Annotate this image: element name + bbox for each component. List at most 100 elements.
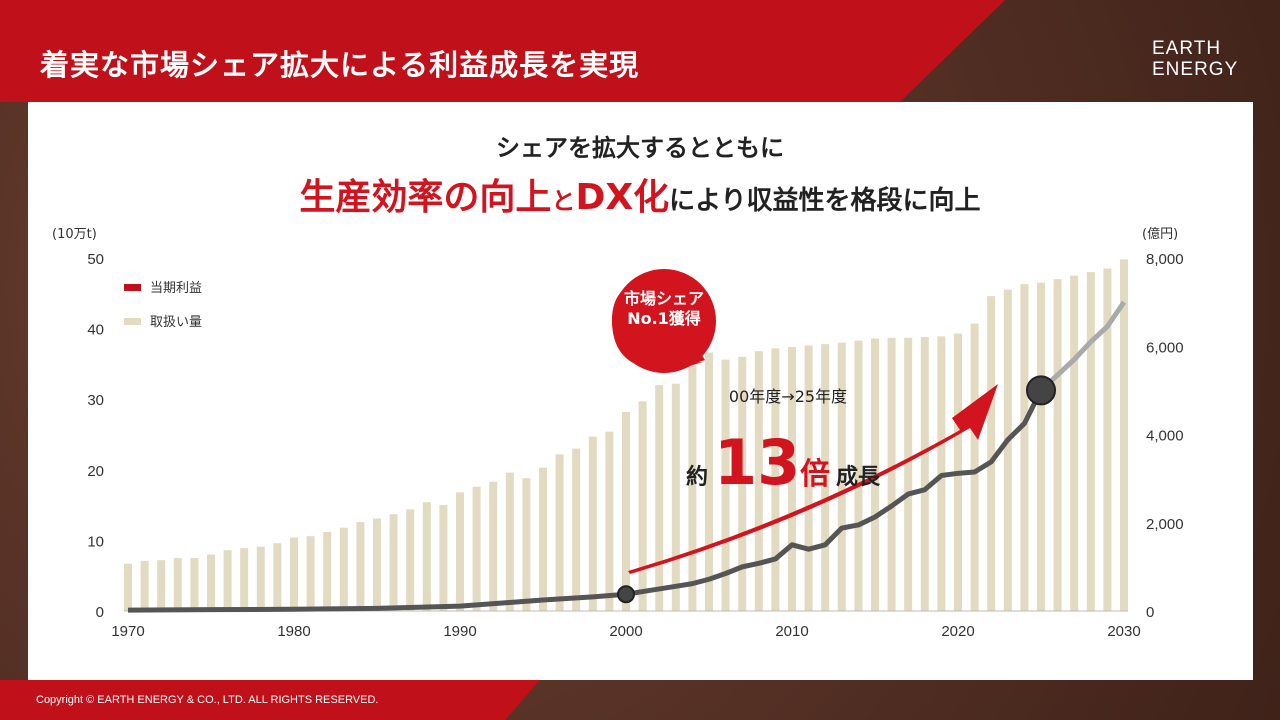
- volume-bar-1992: [489, 481, 498, 611]
- volume-bar-1994: [522, 478, 531, 611]
- volume-bar-1979: [273, 543, 282, 611]
- volume-bar-2017: [904, 337, 913, 611]
- volume-bar-2030: [1120, 259, 1128, 611]
- volume-bar-1988: [422, 502, 431, 611]
- volume-bar-2008: [754, 351, 763, 611]
- volume-bar-1986: [389, 514, 398, 611]
- profit-marker-2000: [617, 585, 635, 604]
- volume-bar-2027: [1070, 275, 1079, 611]
- volume-bar-1981: [306, 536, 315, 611]
- bubble-line-2: No.1獲得: [627, 309, 701, 328]
- volume-bar-1970: [124, 563, 132, 611]
- volume-bar-1989: [439, 505, 448, 611]
- volume-bar-1972: [157, 560, 166, 611]
- volume-bar-1974: [190, 558, 199, 611]
- volume-bar-1985: [373, 518, 381, 611]
- left-tick-0: 0: [96, 604, 104, 621]
- right-tick-6,000: 6,000: [1146, 339, 1184, 356]
- volume-bar-2010: [788, 346, 796, 611]
- volume-bar-2004: [688, 365, 697, 611]
- volume-bar-2003: [671, 383, 680, 611]
- volume-bar-1997: [572, 448, 581, 611]
- volume-bar-2009: [771, 348, 780, 611]
- right-tick-4,000: 4,000: [1146, 428, 1184, 445]
- volume-bar-1993: [505, 472, 514, 611]
- growth-suffix: 成長: [836, 465, 881, 490]
- volume-bar-1987: [406, 509, 415, 611]
- volume-bar-1977: [240, 548, 249, 611]
- profit-line-group: [127, 300, 1127, 613]
- volume-bar-1990: [456, 492, 464, 611]
- volume-bar-1973: [173, 558, 182, 611]
- volume-bar-2011: [804, 345, 813, 611]
- volume-bar-2026: [1053, 279, 1062, 611]
- legend-swatch-volume: [124, 318, 141, 325]
- legend-label-volume: 取扱い量: [150, 315, 202, 330]
- headline-profitability: により収益性を格段に向上: [669, 186, 981, 216]
- x-tick-2030: 2030: [1107, 623, 1140, 640]
- profit-marker-2025: [1026, 375, 1056, 406]
- volume-bar-1978: [256, 546, 265, 611]
- x-tick-1990: 1990: [443, 623, 476, 640]
- legend-label-profit: 当期利益: [150, 281, 202, 296]
- volume-bar-1980: [290, 537, 298, 611]
- volume-bar-2000: [622, 411, 630, 611]
- headline-line-2: 生産効率の向上とDX化により収益性を格段に向上: [0, 168, 1280, 220]
- growth-unit: 倍: [800, 457, 830, 492]
- headline-connector: と: [551, 187, 576, 215]
- volume-bar-2005: [705, 352, 713, 611]
- right-axis-unit: (億円): [1142, 226, 1178, 242]
- volume-bar-2025: [1037, 282, 1045, 611]
- x-tick-2020: 2020: [941, 623, 974, 640]
- left-tick-20: 20: [87, 463, 104, 480]
- volume-bar-2014: [854, 340, 863, 611]
- volume-bar-2006: [721, 359, 730, 611]
- volume-bar-1983: [339, 527, 348, 611]
- volume-bar-2029: [1103, 268, 1112, 611]
- volume-bar-1971: [140, 560, 149, 611]
- volume-bar-2016: [887, 337, 896, 611]
- volume-bar-1976: [223, 550, 232, 611]
- header-band: [0, 0, 1005, 102]
- x-tick-1980: 1980: [277, 623, 310, 640]
- headline-line-1: シェアを拡大するとともに: [496, 134, 784, 162]
- left-tick-40: 40: [87, 322, 104, 339]
- profit-projection-line: [1039, 300, 1127, 393]
- volume-bar-1998: [588, 436, 597, 611]
- volume-bar-1996: [555, 454, 564, 611]
- x-tick-2010: 2010: [775, 623, 808, 640]
- volume-bar-1995: [539, 467, 547, 611]
- volume-bar-2007: [738, 356, 747, 611]
- volume-bar-2021: [970, 323, 979, 611]
- left-tick-30: 30: [87, 392, 104, 409]
- growth-number: 13: [714, 426, 800, 499]
- company-logo: EARTH ENERGY: [1152, 38, 1238, 80]
- right-tick-2,000: 2,000: [1146, 516, 1184, 533]
- headline-dx: DX化: [575, 177, 670, 218]
- left-axis-unit: (10万t): [52, 227, 97, 242]
- volume-bar-2013: [837, 342, 846, 611]
- volume-bar-1975: [207, 554, 215, 611]
- profit-line: [127, 389, 1044, 613]
- volume-bar-2018: [920, 337, 929, 611]
- legend-swatch-profit: [124, 284, 141, 291]
- bubble-tail: [690, 352, 705, 365]
- volume-bar-1991: [472, 486, 481, 611]
- copyright-text: Copyright © EARTH ENERGY & CO., LTD. ALL…: [36, 694, 379, 706]
- volume-bar-2022: [987, 296, 996, 611]
- logo-line-1: EARTH: [1152, 38, 1222, 59]
- footer-band: [0, 680, 540, 720]
- page-title: 着実な市場シェア拡大による利益成長を実現: [40, 48, 640, 82]
- x-tick-1970: 1970: [111, 623, 144, 640]
- volume-bar-1982: [323, 531, 332, 611]
- logo-line-2: ENERGY: [1152, 59, 1239, 80]
- bubble-circle: [612, 269, 716, 373]
- headline-production-efficiency: 生産効率の向上: [299, 177, 552, 218]
- right-tick-0: 0: [1146, 604, 1154, 621]
- bubble-line-1: 市場シェア: [624, 289, 704, 308]
- volume-bar-2012: [821, 344, 830, 611]
- left-tick-50: 50: [87, 251, 104, 268]
- growth-prefix: 約: [686, 464, 708, 490]
- x-tick-2000: 2000: [609, 623, 642, 640]
